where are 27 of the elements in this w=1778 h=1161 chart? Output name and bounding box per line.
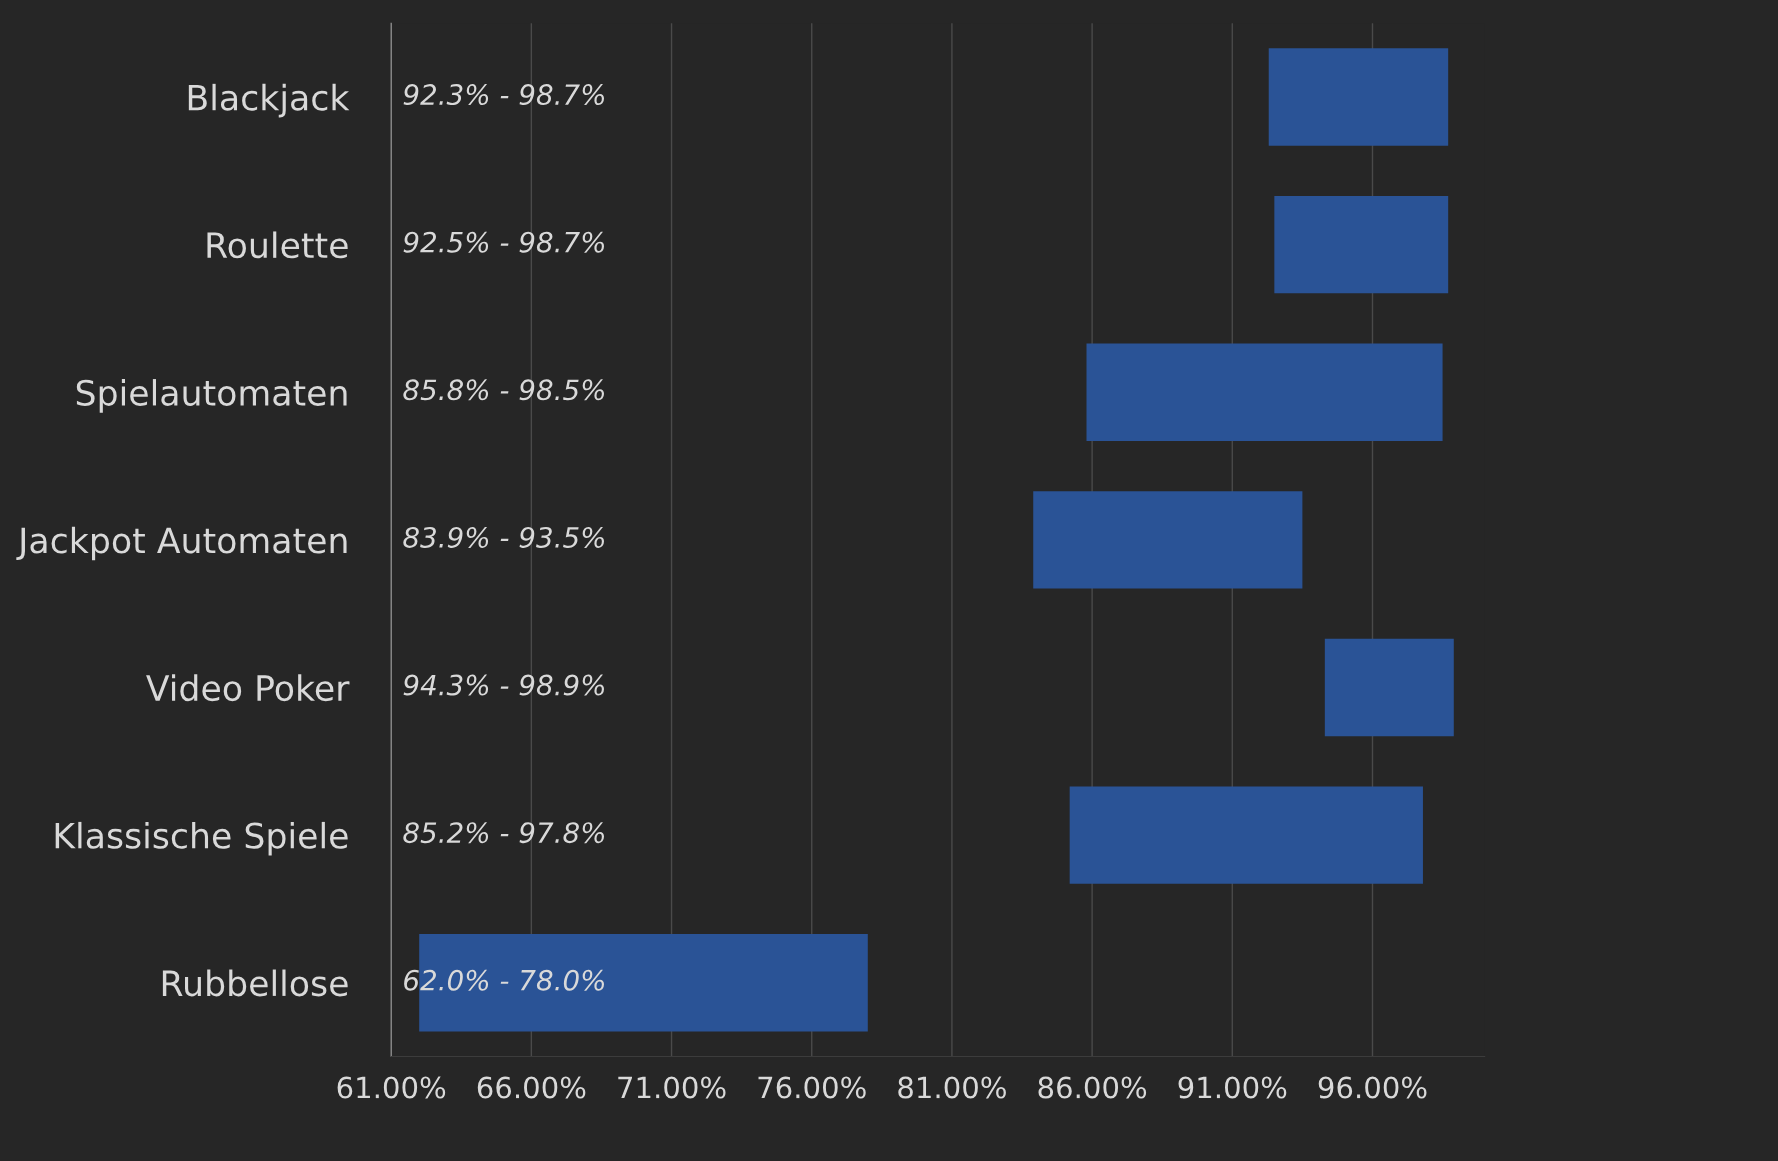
annotation: 85.8% - 98.5% — [403, 379, 605, 401]
annotation: 92.3% - 98.7% — [403, 84, 605, 106]
y-tick-label: Rubbellose — [162, 969, 348, 997]
annotation: 85.2% - 97.8% — [403, 822, 605, 844]
x-tick-label: 66.00% — [477, 1076, 586, 1099]
bar — [1324, 638, 1454, 737]
x-tick-label: 81.00% — [898, 1076, 1006, 1099]
y-tick-label: Roulette — [207, 231, 348, 259]
x-tick-label: 71.00% — [618, 1076, 726, 1099]
annotation: 94.3% - 98.9% — [403, 674, 605, 696]
y-tick-label: Video Poker — [146, 674, 350, 702]
y-tick-label: Klassische Spiele — [55, 821, 348, 856]
bar — [1274, 195, 1449, 294]
annotation: 92.5% - 98.7% — [403, 231, 605, 253]
y-tick-label: Jackpot Automaten — [16, 526, 347, 561]
x-tick-label: 76.00% — [758, 1076, 866, 1099]
bar — [1086, 343, 1443, 441]
x-tick-label: 61.00% — [337, 1076, 446, 1099]
y-tick-label: Blackjack — [188, 83, 350, 118]
x-tick-label: 96.00% — [1318, 1076, 1427, 1099]
bar — [1033, 491, 1303, 589]
annotation: 83.9% - 93.5% — [403, 526, 605, 548]
bar — [1268, 48, 1449, 146]
x-tick-label: 86.00% — [1038, 1076, 1147, 1099]
y-tick-label: Spielautomaten — [76, 379, 347, 413]
bar — [1069, 786, 1423, 884]
x-tick-label: 91.00% — [1178, 1076, 1287, 1099]
